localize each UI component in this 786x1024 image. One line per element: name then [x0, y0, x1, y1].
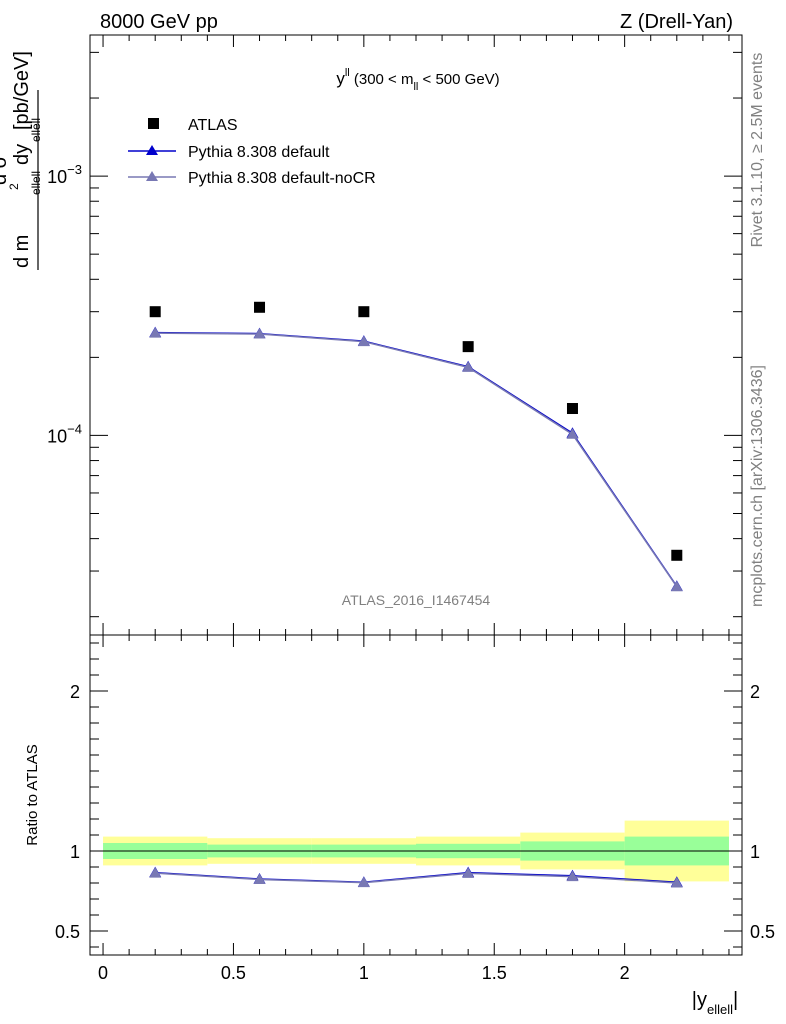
x-axis-label: |yellell|	[692, 989, 738, 1017]
ratio-y-tick-label-right: 0.5	[750, 922, 775, 942]
legend: ATLAS Pythia 8.308 default Pythia 8.308 …	[128, 117, 376, 187]
nocr-series-marker	[462, 361, 475, 372]
nocr-series-line	[155, 332, 678, 588]
main-y-tick-label: 10−4	[47, 421, 82, 446]
ratio-y-tick-label: 1	[70, 842, 80, 862]
ratio-y-axis-label: Ratio to ATLAS	[24, 744, 41, 845]
legend-nocr-marker	[146, 171, 158, 181]
ratio-panel: 0 0.5 1 1.5 2 0.5 0.5 1 1 2 2 Ratio to ATLAS |yell…	[24, 634, 775, 1017]
svg-text:dy: dy	[11, 144, 33, 165]
atlas-data-point	[358, 306, 370, 318]
ratio-nocr-series-marker	[462, 867, 475, 878]
ratio-x-tick-label: 1.5	[482, 963, 507, 983]
svg-text:2: 2	[7, 183, 21, 190]
ratio-y-tick-label: 0.5	[55, 922, 80, 942]
atlas-data-point	[671, 549, 683, 561]
nocr-series-marker	[670, 580, 683, 592]
svg-text:[pb/GeV]: [pb/GeV]	[11, 51, 33, 130]
legend-atlas-marker	[148, 118, 159, 129]
main-y-tick-label: 10−3	[47, 162, 82, 187]
ratio-nocr-series-marker	[566, 870, 579, 882]
legend-default-label: Pythia 8.308 default	[188, 144, 330, 161]
nocr-series-marker	[253, 328, 266, 339]
ratio-x-tick-label: 1	[359, 963, 369, 983]
nocr-series-marker	[149, 327, 162, 338]
plot-title: yll (300 < mll < 500 GeV)	[336, 67, 499, 93]
svg-text:ellell: ellell	[29, 118, 43, 142]
collision-label: 8000 GeV pp	[100, 11, 218, 33]
ratio-y-tick-label-right: 2	[750, 682, 760, 702]
atlas-data-point	[254, 301, 266, 313]
svg-text:d σ: d σ	[0, 155, 11, 185]
ratio-x-tick-label: 0.5	[221, 963, 246, 983]
nocr-series-marker	[357, 335, 370, 347]
main-panel: 10−4 10−3 yll (300 < mll < 500 GeV) ATLAS…	[0, 34, 743, 636]
main-y-axis-label: d m ellell dy ellell 2 d σ [pb/GeV]	[0, 51, 43, 270]
svg-text:d m: d m	[11, 235, 33, 268]
ratio-nocr-series-marker	[149, 867, 162, 878]
ratio-nocr-series-line	[155, 872, 677, 884]
ratio-y-tick-label: 2	[70, 682, 80, 702]
atlas-data-point	[566, 403, 578, 415]
rivet-version-label: Rivet 3.1.10, ≥ 2.5M events	[749, 53, 766, 248]
svg-text:ellell: ellell	[29, 171, 43, 195]
default-series-line	[155, 331, 678, 587]
legend-default-marker	[146, 145, 158, 155]
legend-nocr-label: Pythia 8.308 default-noCR	[188, 170, 376, 187]
analysis-watermark: ATLAS_2016_I1467454	[342, 592, 491, 608]
ratio-x-tick-label: 0	[98, 963, 108, 983]
ratio-x-tick-label: 2	[620, 963, 630, 983]
nocr-series-marker	[566, 428, 579, 439]
atlas-data-point	[149, 306, 161, 318]
mcplots-label: mcplots.cern.ch [arXiv:1306.3436]	[749, 365, 766, 607]
ratio-nocr-series-marker	[357, 876, 370, 888]
ratio-nocr-series-marker	[670, 877, 683, 888]
legend-atlas-label: ATLAS	[188, 117, 238, 134]
atlas-data-point	[462, 341, 474, 353]
process-label: Z (Drell-Yan)	[620, 11, 733, 33]
ratio-nocr-series-marker	[253, 873, 266, 884]
ratio-y-tick-label-right: 1	[750, 842, 760, 862]
ratio-frame	[89, 634, 743, 956]
